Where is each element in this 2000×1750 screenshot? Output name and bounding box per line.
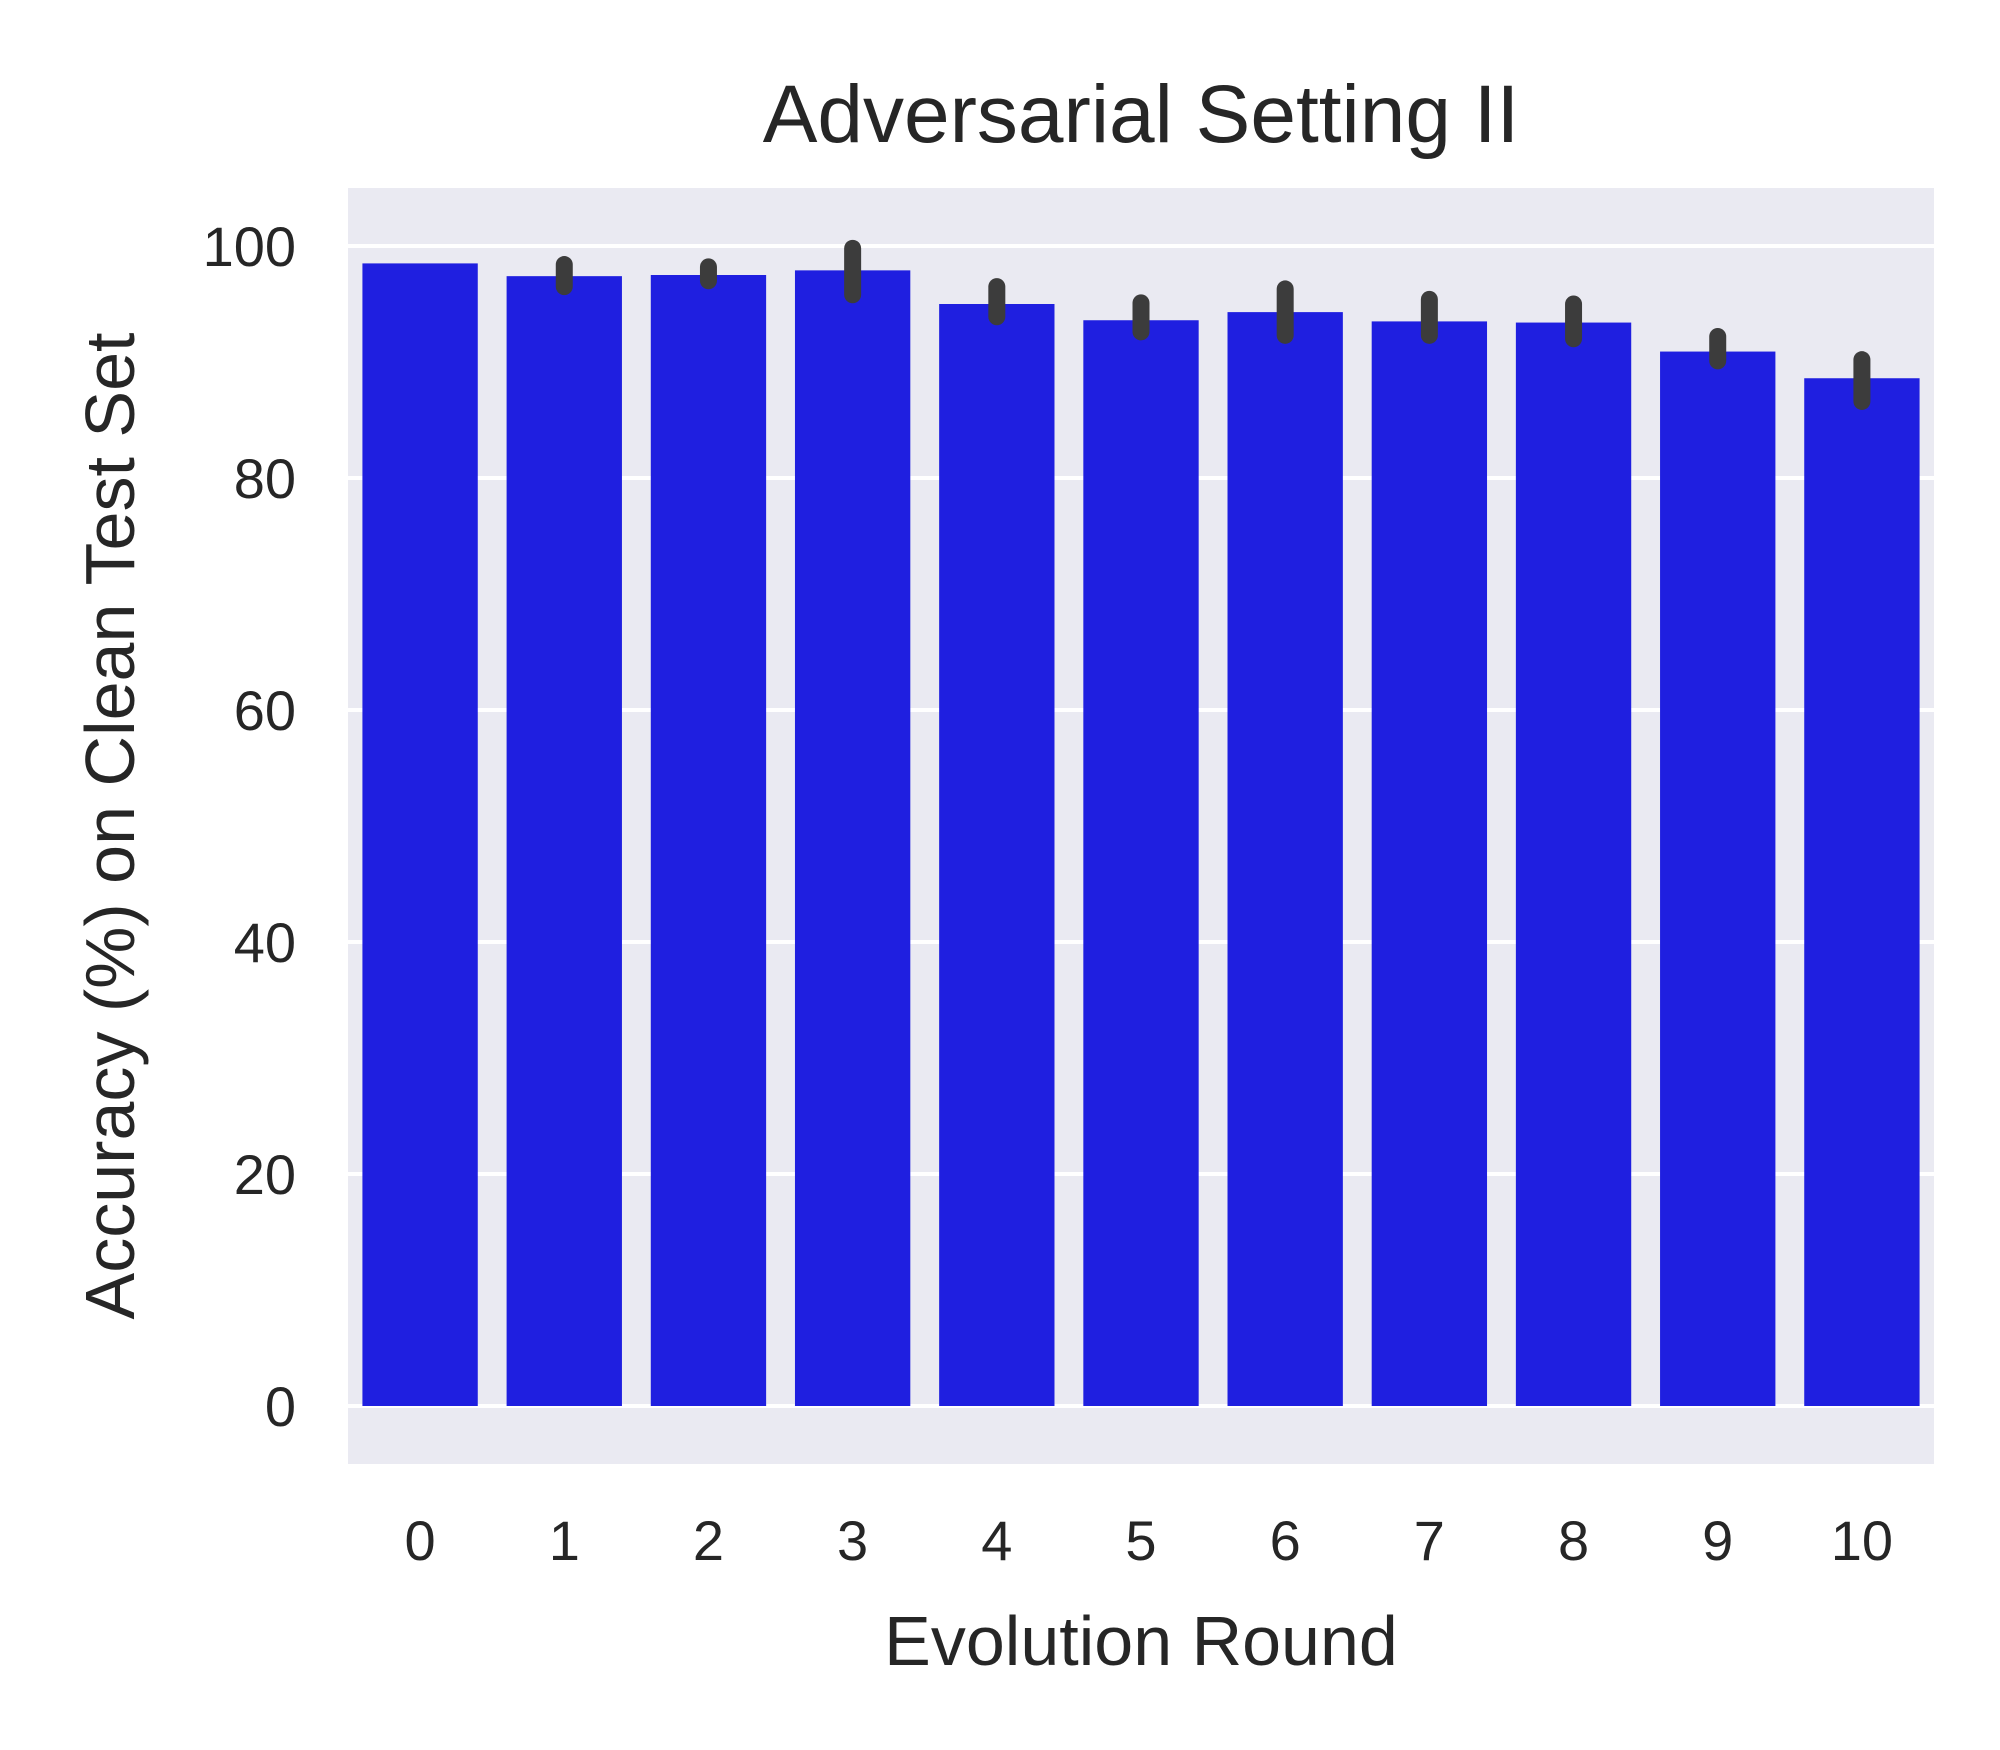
bar bbox=[1371, 321, 1488, 1406]
error-bars bbox=[555, 239, 1871, 410]
x-tick-label: 10 bbox=[1831, 1509, 1893, 1572]
bar bbox=[650, 275, 767, 1406]
bar bbox=[1515, 322, 1632, 1406]
y-tick-label: 20 bbox=[234, 1143, 296, 1206]
x-tick-label: 6 bbox=[1270, 1509, 1301, 1572]
chart-title: Adversarial Setting II bbox=[763, 69, 1520, 160]
bars bbox=[362, 263, 1920, 1406]
x-tick-label: 1 bbox=[549, 1509, 580, 1572]
x-tick-label: 0 bbox=[405, 1509, 436, 1572]
x-tick-labels: 0 1 2 3 4 5 6 7 8 9 10 bbox=[405, 1509, 1894, 1572]
x-tick-label: 8 bbox=[1558, 1509, 1589, 1572]
y-tick-label: 100 bbox=[203, 215, 296, 278]
bar bbox=[506, 276, 622, 1406]
y-tick-label: 40 bbox=[234, 911, 296, 974]
x-tick-label: 3 bbox=[837, 1509, 868, 1572]
x-tick-label: 2 bbox=[693, 1509, 724, 1572]
x-tick-label: 4 bbox=[981, 1509, 1012, 1572]
x-tick-label: 7 bbox=[1414, 1509, 1445, 1572]
x-tick-label: 5 bbox=[1125, 1509, 1156, 1572]
y-tick-label: 60 bbox=[234, 679, 296, 742]
bar bbox=[1227, 312, 1343, 1406]
y-axis-label: Accuracy (%) on Clean Test Set bbox=[71, 333, 149, 1320]
bar bbox=[362, 263, 478, 1406]
bar bbox=[1083, 320, 1199, 1406]
bar bbox=[939, 304, 1055, 1406]
x-tick-label: 9 bbox=[1702, 1509, 1733, 1572]
y-tick-label: 80 bbox=[234, 447, 296, 510]
y-tick-labels: 0 20 40 60 80 100 bbox=[203, 215, 296, 1438]
bar bbox=[794, 270, 911, 1406]
bar bbox=[1804, 378, 1920, 1406]
bar bbox=[1660, 351, 1776, 1406]
x-axis-label: Evolution Round bbox=[884, 1602, 1398, 1680]
y-tick-label: 0 bbox=[265, 1375, 296, 1438]
